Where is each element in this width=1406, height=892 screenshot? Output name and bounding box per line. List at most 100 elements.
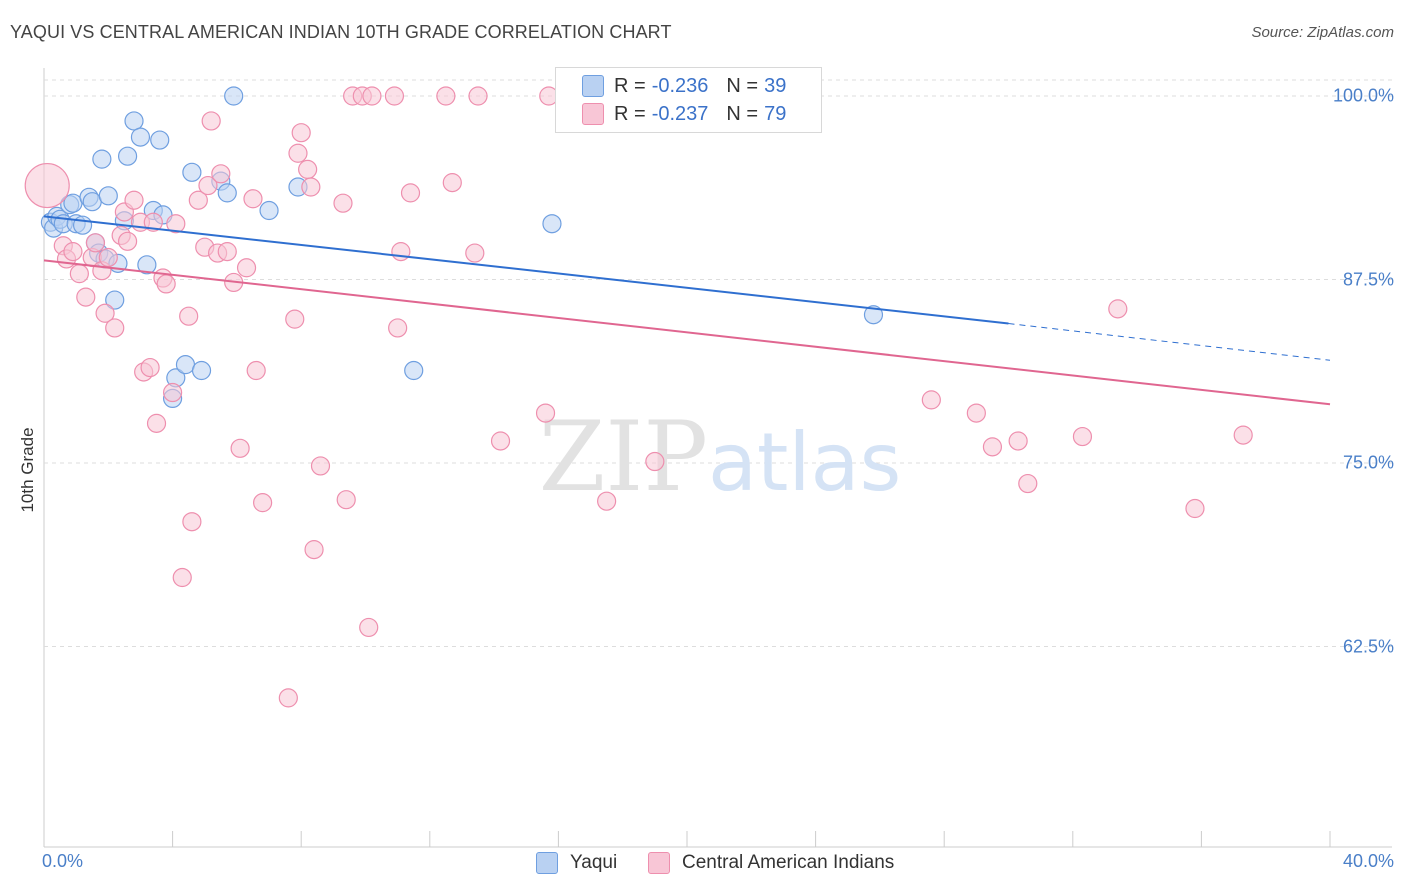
data-point — [230, 438, 250, 458]
central-american-swatch — [582, 103, 604, 125]
data-point — [24, 162, 70, 209]
data-point — [442, 173, 462, 193]
data-point — [966, 403, 986, 423]
r-label: R = — [614, 74, 646, 97]
data-point — [201, 111, 221, 131]
data-point — [117, 146, 138, 166]
data-point — [163, 382, 183, 403]
data-point — [310, 456, 331, 476]
legend-row-yaqui: R = -0.236 N = 39 — [582, 73, 787, 99]
data-point — [124, 111, 144, 131]
data-point — [92, 149, 112, 169]
x-tick-min: 0.0% — [42, 851, 84, 871]
data-point — [137, 255, 157, 275]
yaqui-trend-line — [43, 215, 1009, 325]
data-point — [188, 190, 208, 210]
data-point — [85, 233, 106, 253]
central-american-points — [24, 86, 1253, 708]
data-point — [921, 390, 941, 410]
n-value-yaqui: 39 — [764, 74, 787, 97]
n-label: N = — [726, 74, 759, 97]
data-point — [982, 437, 1003, 457]
data-point — [391, 242, 411, 262]
data-point — [246, 360, 266, 381]
r-value-central-american: -0.237 — [651, 102, 709, 125]
data-point — [98, 247, 118, 268]
y-tick-label: 75.0% — [1342, 452, 1394, 473]
data-point — [388, 318, 408, 338]
data-point — [542, 214, 562, 234]
yaqui-legend-swatch — [536, 852, 558, 874]
data-point — [82, 192, 102, 212]
central-american-trend-line — [43, 259, 1331, 406]
data-point — [436, 86, 456, 106]
data-point — [95, 303, 115, 323]
x-tick-max: 40.0% — [1342, 851, 1394, 871]
data-point — [217, 183, 237, 203]
data-point — [1108, 299, 1128, 319]
legend-label-yaqui: Yaqui — [570, 852, 618, 873]
data-point — [69, 264, 89, 284]
y-tick-label: 100.0% — [1332, 85, 1394, 106]
legend-row-central-american: R = -0.237 N = 79 — [582, 101, 787, 127]
r-label: R = — [614, 102, 646, 125]
yaqui-points — [40, 86, 884, 409]
data-point — [333, 193, 353, 213]
data-point — [117, 231, 138, 251]
data-point — [191, 360, 212, 381]
data-point — [535, 403, 556, 423]
series-legend: Yaqui Central American Indians — [0, 852, 1406, 878]
data-point — [150, 130, 170, 150]
y-tick-label: 62.5% — [1342, 636, 1394, 656]
data-point — [63, 242, 83, 262]
r-value-yaqui: -0.236 — [651, 74, 709, 97]
data-point — [298, 159, 318, 179]
data-point — [490, 431, 511, 451]
yaqui-swatch — [582, 75, 604, 97]
legend-item-yaqui[interactable]: Yaqui — [536, 852, 617, 874]
data-point — [156, 274, 176, 294]
data-point — [182, 162, 202, 182]
legend-label-central-american: Central American Indians — [682, 852, 895, 873]
data-point — [105, 290, 125, 310]
data-point — [465, 243, 485, 263]
data-point — [1018, 473, 1038, 494]
data-point — [98, 186, 118, 206]
data-point — [336, 490, 356, 510]
data-point — [278, 688, 298, 708]
data-point — [253, 493, 273, 513]
data-point — [404, 360, 424, 381]
data-point — [362, 86, 382, 106]
data-point — [105, 318, 125, 338]
stats-legend: R = -0.236 N = 39 R = -0.237 N = 79 — [555, 67, 822, 133]
data-point — [468, 86, 488, 106]
legend-item-central-american[interactable]: Central American Indians — [648, 852, 894, 874]
source-label: Source: ZipAtlas.com — [1251, 24, 1394, 41]
data-point — [72, 215, 93, 235]
data-point — [359, 617, 379, 638]
data-point — [179, 306, 199, 326]
n-value-central-american: 79 — [764, 102, 787, 125]
data-point — [291, 123, 311, 143]
data-point — [285, 309, 305, 329]
data-point — [259, 200, 279, 221]
data-point — [1185, 498, 1205, 519]
data-point — [182, 512, 202, 532]
data-point — [172, 567, 192, 588]
yaqui-trend-extension — [1008, 323, 1331, 361]
watermark: ZIPatlas — [539, 401, 902, 513]
data-point — [863, 305, 884, 325]
data-point — [243, 189, 263, 209]
data-point — [76, 287, 96, 307]
data-point — [130, 127, 151, 147]
data-point — [384, 86, 405, 106]
data-point — [146, 413, 167, 433]
data-point — [288, 143, 308, 163]
data-point — [597, 491, 617, 511]
n-label: N = — [726, 102, 759, 125]
data-point — [301, 177, 321, 197]
data-point — [400, 183, 421, 203]
data-point — [140, 357, 160, 378]
data-point — [198, 175, 218, 196]
